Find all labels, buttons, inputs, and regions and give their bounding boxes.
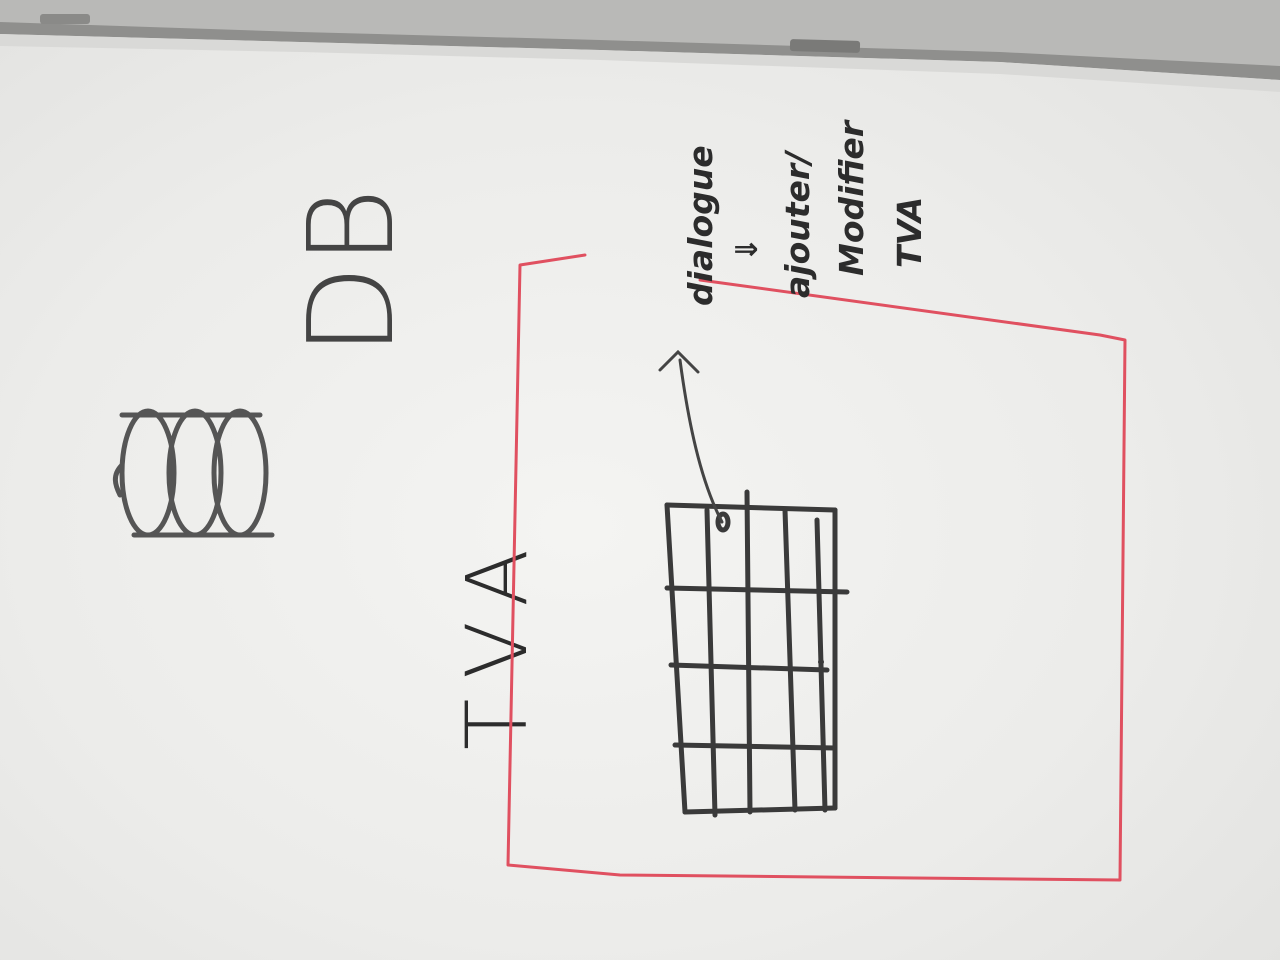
database-cylinder-icon (112, 408, 275, 538)
annotation-arrow: ⇓ (730, 236, 765, 262)
window-frame-sketch (506, 253, 1127, 882)
annotation-tva: TVA (890, 196, 929, 268)
data-grid-sketch (664, 489, 850, 818)
annotation-dialogue: dialogue (681, 145, 720, 306)
whiteboard-rail (0, 0, 1280, 92)
arrow-icon (658, 349, 724, 524)
annotation-ajouter: ajouter/ (778, 151, 817, 298)
db-label: DB (282, 187, 420, 356)
annotation-modifier: Modifier (832, 120, 871, 276)
